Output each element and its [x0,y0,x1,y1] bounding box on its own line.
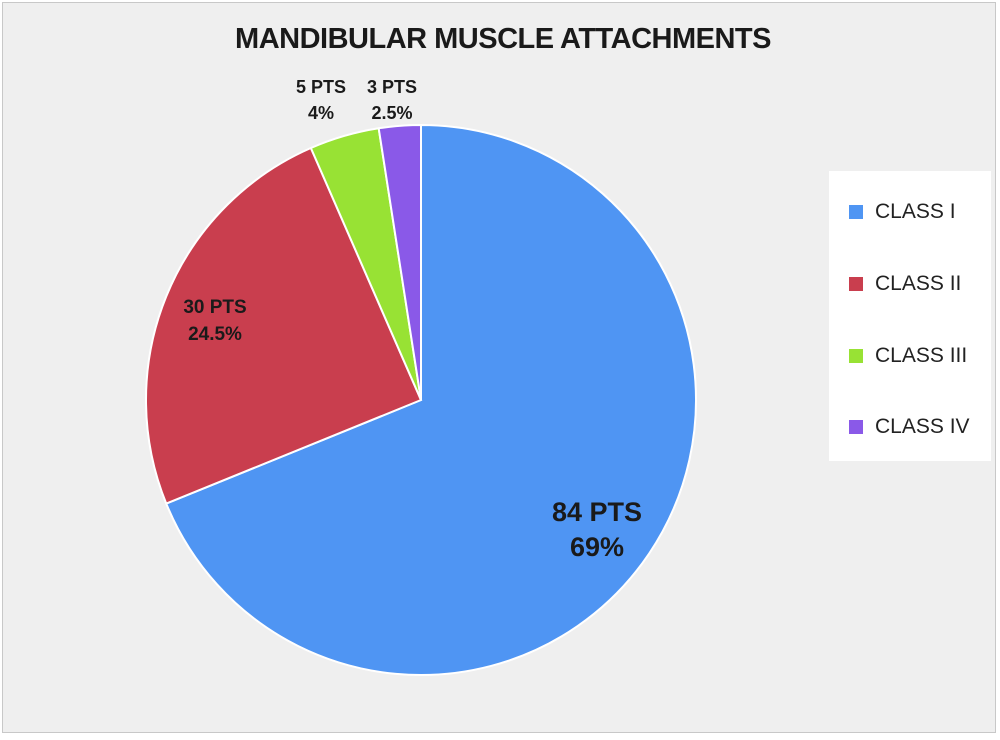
legend-item-class-iv: CLASS IV [849,412,970,442]
data-label-count-class-i: 84 PTS [552,497,642,527]
legend-item-class-iii: CLASS III [849,341,967,371]
data-label-count-class-iii: 5 PTS [296,77,346,97]
data-label-percent-class-iii: 4% [308,103,334,123]
legend-label-class-ii: CLASS II [875,272,962,295]
pie-slice-class-ii [145,146,423,505]
legend-swatch-class-i [849,205,863,219]
legend-label-class-iv: CLASS IV [875,415,970,438]
legend-swatch-class-iv [849,420,863,434]
data-label-percent-class-iv: 2.5% [371,103,412,123]
data-label-percent-class-ii: 24.5% [188,324,242,345]
legend-label-class-i: CLASS I [875,200,956,223]
data-label-count-class-ii: 30 PTS [183,297,246,318]
legend: CLASS I CLASS II CLASS III CLASS IV [829,171,991,461]
legend-swatch-class-ii [849,277,863,291]
data-label-percent-class-i: 69% [570,532,624,562]
chart-title: MANDIBULAR MUSCLE ATTACHMENTS [235,23,771,55]
legend-label-class-iii: CLASS III [875,344,968,367]
pie-chart: 84 PTS 69% 30 PTS 24.5% 5 PTS 4% 3 PTS 2.5% [145,77,697,676]
pie-slice-class-i [164,123,697,676]
legend-item-class-i: CLASS I [849,197,956,227]
data-label-count-class-iv: 3 PTS [367,77,417,97]
legend-swatch-class-iii [849,349,863,363]
pie-slice-class-iv [377,123,422,401]
legend-item-class-ii: CLASS II [849,269,961,299]
